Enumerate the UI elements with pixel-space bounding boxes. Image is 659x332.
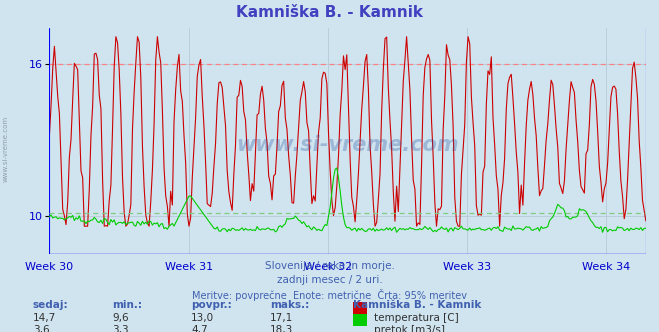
- Text: 4,7: 4,7: [191, 325, 208, 332]
- Text: 3,6: 3,6: [33, 325, 49, 332]
- Text: zadnji mesec / 2 uri.: zadnji mesec / 2 uri.: [277, 275, 382, 285]
- Text: temperatura [C]: temperatura [C]: [374, 313, 459, 323]
- Text: 9,6: 9,6: [112, 313, 129, 323]
- Text: 13,0: 13,0: [191, 313, 214, 323]
- Text: maks.:: maks.:: [270, 300, 310, 310]
- Text: Slovenija / reke in morje.: Slovenija / reke in morje.: [264, 261, 395, 271]
- Text: Week 30: Week 30: [25, 262, 74, 272]
- Text: Meritve: povprečne  Enote: metrične  Črta: 95% meritev: Meritve: povprečne Enote: metrične Črta:…: [192, 289, 467, 300]
- Text: www.si-vreme.com: www.si-vreme.com: [2, 116, 9, 183]
- Text: Kamniška B. - Kamnik: Kamniška B. - Kamnik: [353, 300, 481, 310]
- Text: 17,1: 17,1: [270, 313, 293, 323]
- Text: pretok [m3/s]: pretok [m3/s]: [374, 325, 445, 332]
- Text: Week 31: Week 31: [165, 262, 213, 272]
- Text: 14,7: 14,7: [33, 313, 56, 323]
- Text: min.:: min.:: [112, 300, 142, 310]
- Text: Week 33: Week 33: [443, 262, 491, 272]
- Text: www.si-vreme.com: www.si-vreme.com: [237, 135, 459, 155]
- Text: 3,3: 3,3: [112, 325, 129, 332]
- Text: povpr.:: povpr.:: [191, 300, 232, 310]
- Text: Kamniška B. - Kamnik: Kamniška B. - Kamnik: [236, 5, 423, 20]
- Text: Week 34: Week 34: [582, 262, 630, 272]
- Text: sedaj:: sedaj:: [33, 300, 69, 310]
- Text: 18,3: 18,3: [270, 325, 293, 332]
- Text: Week 32: Week 32: [304, 262, 352, 272]
